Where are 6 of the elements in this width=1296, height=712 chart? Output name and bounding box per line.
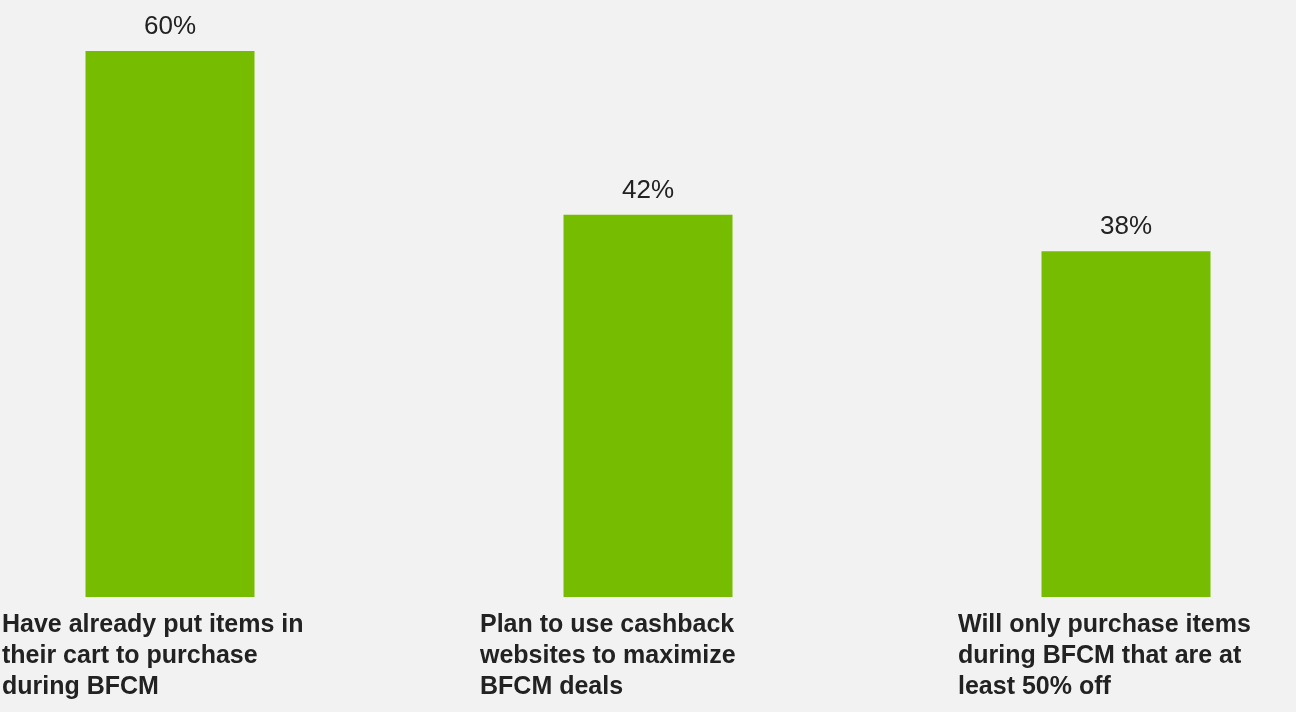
data-label: 38% xyxy=(1099,210,1153,241)
x-tick-label: Plan to use cashback websites to maximize BFCM deals xyxy=(479,608,736,699)
x-tick-label: Have already put items in their cart to purchase during BFCM xyxy=(2,608,304,699)
data-label: 60% xyxy=(143,10,197,40)
x-tick-label: Will only purchase items during BFCM that are at least 50% off xyxy=(958,608,1251,699)
data-label: 42% xyxy=(621,173,675,204)
